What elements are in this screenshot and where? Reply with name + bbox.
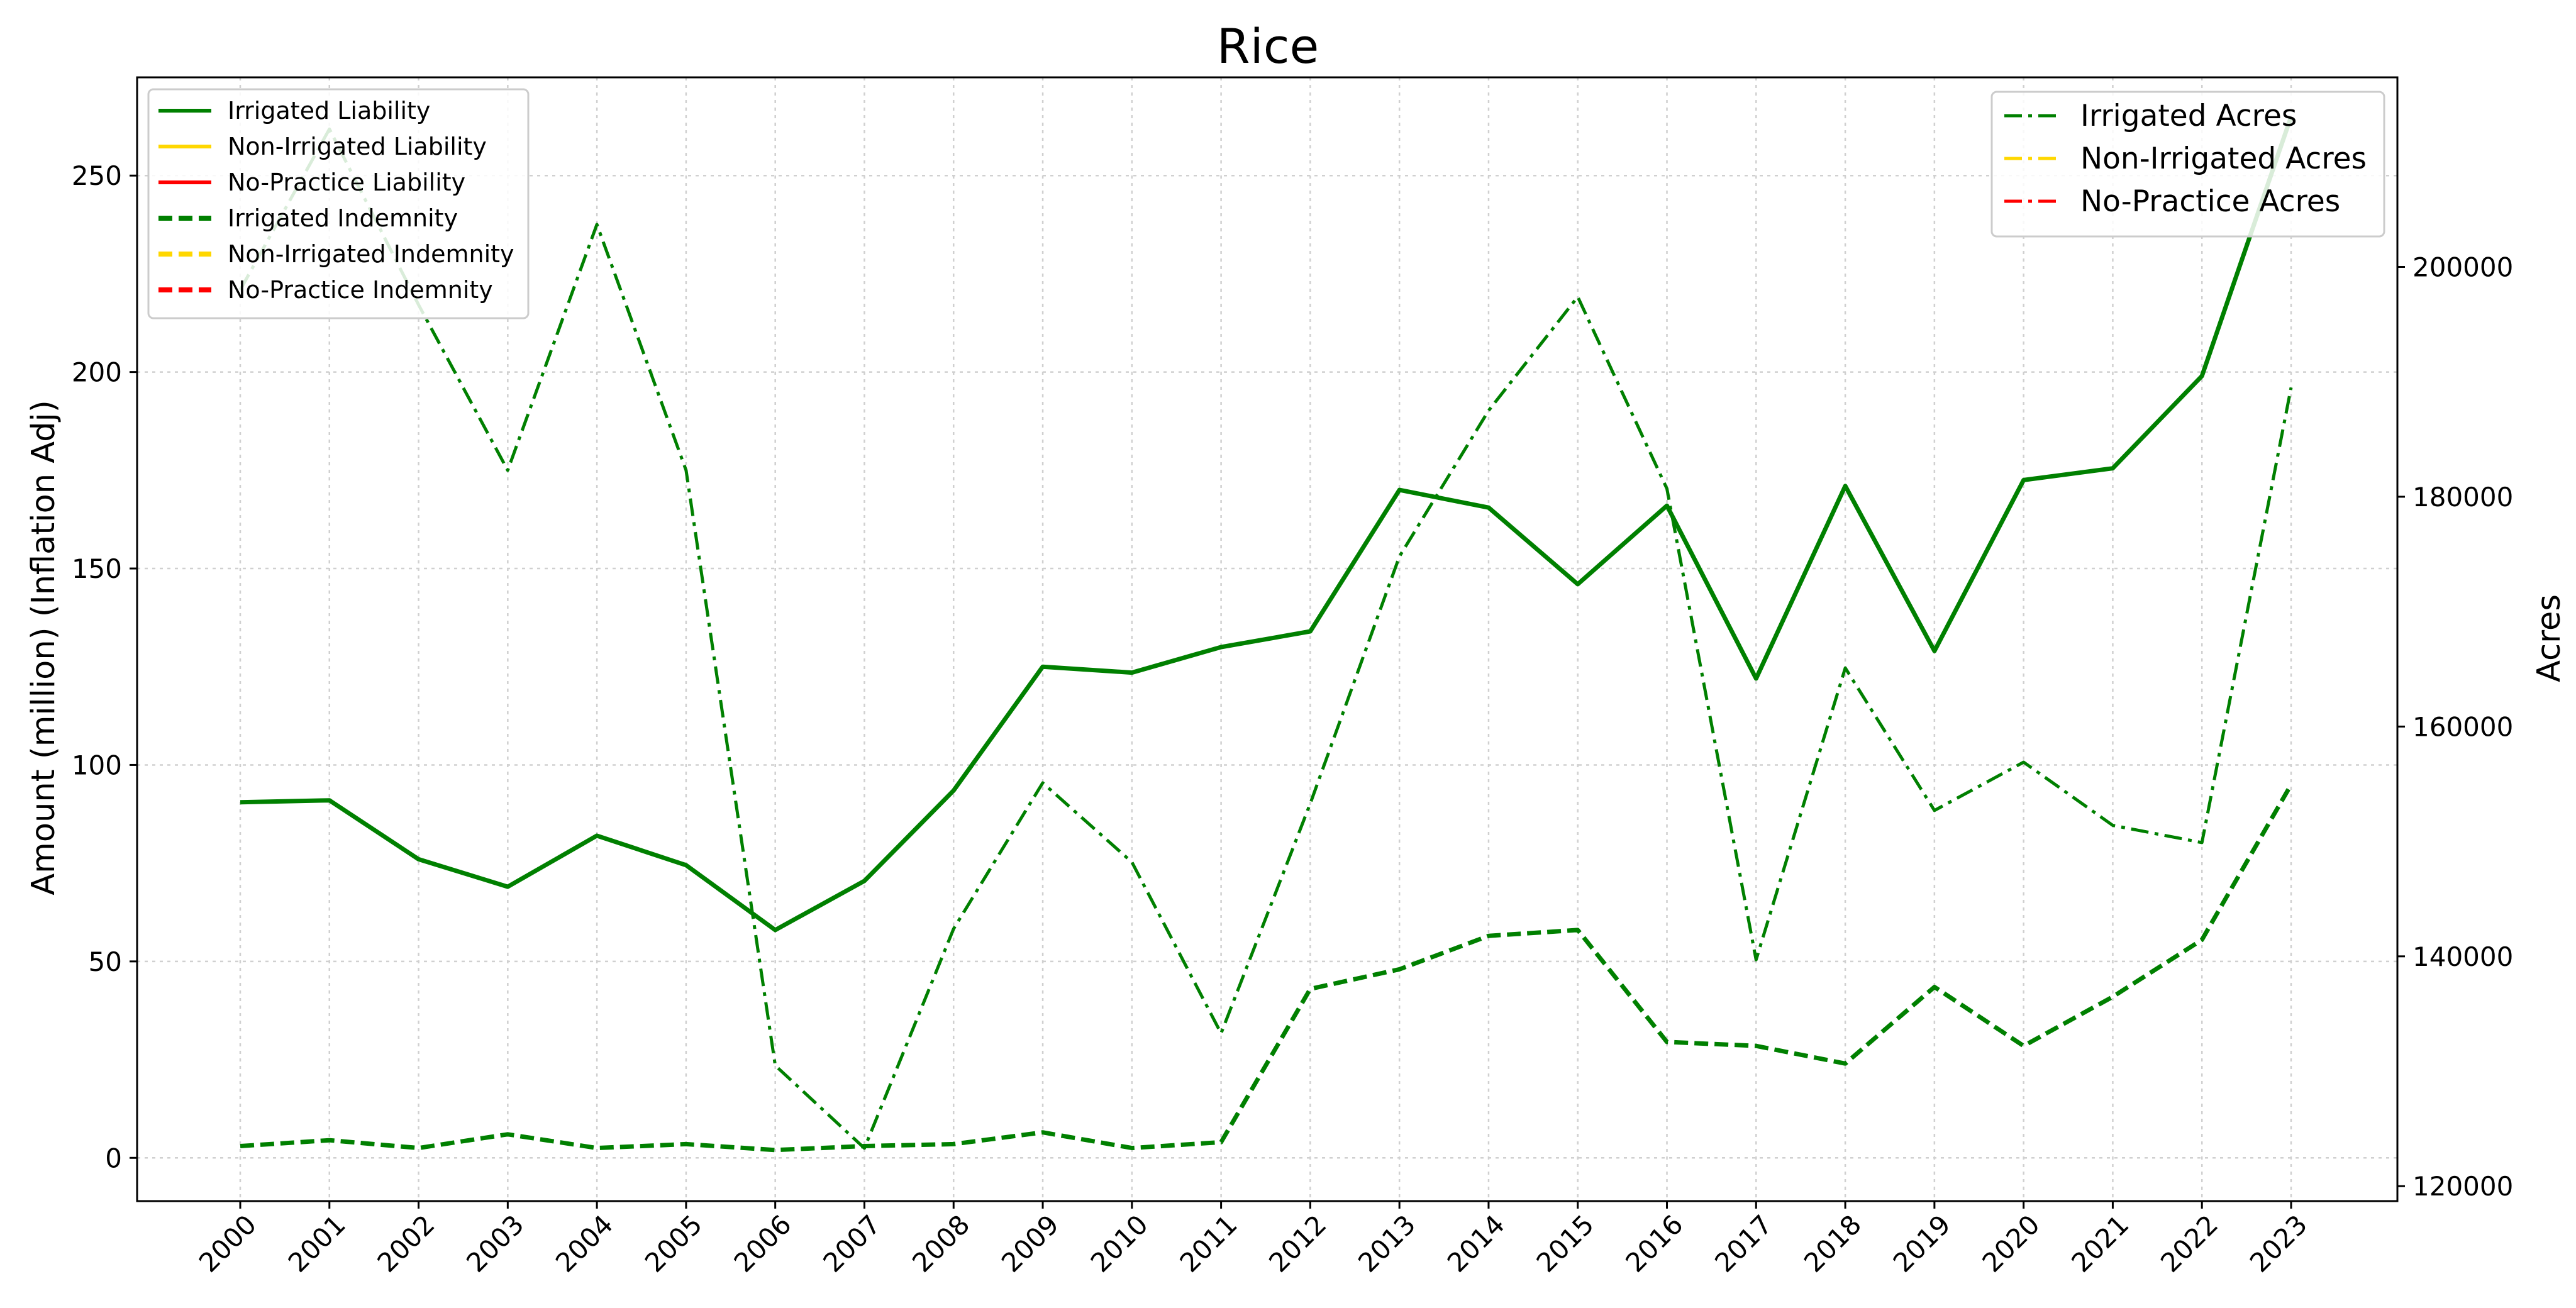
- y-tick-label: 50: [89, 946, 122, 977]
- series-line-irrigated-indemnity: [240, 783, 2294, 1153]
- x-tick-label: 2000: [193, 1209, 262, 1278]
- x-tick-label: 2023: [2244, 1209, 2313, 1278]
- x-tick-label: 2021: [2065, 1209, 2135, 1278]
- legend-left-label: No-Practice Indemnity: [228, 276, 493, 304]
- x-axis-ticks: 2000 2001 2002 2003 2004 2005 2006 2007 2008 2009…: [193, 1201, 2313, 1278]
- y2-tick-label: 200000: [2412, 252, 2513, 282]
- plot-frame: [136, 76, 2399, 1202]
- y-tick-label: 100: [72, 750, 122, 780]
- legend-right-box: [1990, 91, 2385, 238]
- y2-tick-label: 160000: [2412, 711, 2513, 742]
- x-tick-label: 2012: [1263, 1209, 1332, 1278]
- series-line-irrigated-liability: [240, 116, 2294, 933]
- y2-tick-label: 120000: [2412, 1171, 2513, 1202]
- legend-right: Irrigated Acres Non-Irrigated Acres No-Pra…: [1990, 91, 2385, 238]
- y-tick-label: 150: [72, 553, 122, 584]
- y-axis-label: Amount (million) (Inflation Adj): [25, 400, 62, 895]
- y2-axis-ticks: 120000 140000 160000 180000 200000: [2397, 252, 2513, 1202]
- y2-tick-label: 140000: [2412, 941, 2513, 972]
- legend-left: Irrigated Liability Non-Irrigated Liabili…: [147, 88, 530, 319]
- x-tick-label: 2013: [1352, 1209, 1421, 1278]
- legend-left-label: Irrigated Indemnity: [228, 204, 458, 232]
- x-tick-label: 2022: [2155, 1209, 2224, 1278]
- x-tick-label: 2001: [282, 1209, 352, 1278]
- grid-lines: [137, 77, 2397, 1201]
- x-tick-label: 2018: [1798, 1209, 1867, 1278]
- x-tick-label: 2011: [1174, 1209, 1243, 1278]
- series-line-irrigated-acres: [238, 127, 2293, 1150]
- legend-right-label: No-Practice Acres: [2080, 184, 2340, 219]
- x-tick-label: 2006: [728, 1209, 797, 1278]
- legend-right-label: Non-Irrigated Acres: [2080, 141, 2367, 176]
- legend-left-label: Irrigated Liability: [228, 97, 430, 125]
- legend-left-label: Non-Irrigated Liability: [228, 133, 487, 160]
- x-tick-label: 2016: [1619, 1209, 1689, 1278]
- legend-left-box: [147, 88, 530, 319]
- x-tick-label: 2007: [817, 1209, 886, 1278]
- y-axis-ticks: 0 50 100 150 200 250: [72, 160, 137, 1173]
- y-tick-label: 0: [105, 1143, 122, 1173]
- legend-left-label: Non-Irrigated Indemnity: [228, 240, 514, 268]
- x-tick-label: 2017: [1709, 1209, 1778, 1278]
- y2-axis-label: Acres: [2531, 594, 2568, 682]
- x-tick-label: 2020: [1976, 1209, 2045, 1278]
- legend-right-label: Irrigated Acres: [2080, 99, 2297, 133]
- y2-tick-label: 180000: [2412, 482, 2513, 513]
- x-tick-label: 2003: [460, 1209, 530, 1278]
- x-tick-label: 2014: [1441, 1209, 1511, 1278]
- x-tick-label: 2005: [639, 1209, 708, 1278]
- x-tick-label: 2009: [996, 1209, 1065, 1278]
- y-tick-label: 250: [72, 160, 122, 191]
- x-tick-label: 2015: [1531, 1209, 1600, 1278]
- chart-title: Rice: [1217, 18, 1319, 74]
- series-lines: [238, 116, 2294, 1153]
- x-tick-label: 2008: [906, 1209, 975, 1278]
- x-tick-label: 2010: [1085, 1209, 1154, 1278]
- x-tick-label: 2002: [371, 1209, 440, 1278]
- legend-left-label: No-Practice Liability: [228, 169, 465, 196]
- y-tick-label: 200: [72, 357, 122, 388]
- x-tick-label: 2019: [1887, 1209, 1957, 1278]
- x-tick-label: 2004: [550, 1209, 619, 1278]
